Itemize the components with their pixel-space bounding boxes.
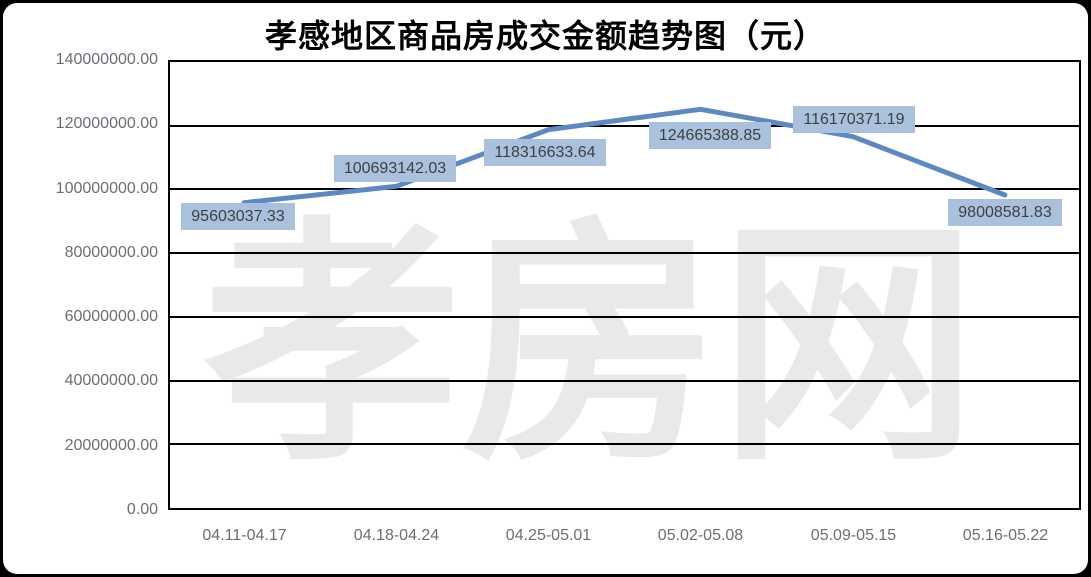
y-axis-tick-label: 20000000.00 xyxy=(64,437,158,454)
gridline xyxy=(170,315,1079,318)
chart-canvas: 孝感地区商品房成交金额趋势图（元） 孝房网 140000000.00 12000… xyxy=(3,3,1088,574)
chart-title: 孝感地区商品房成交金额趋势图（元） xyxy=(264,18,826,54)
y-axis-tick-label: 100000000.00 xyxy=(55,180,158,197)
data-label: 124665388.85 xyxy=(649,122,771,149)
y-axis-tick-label: 60000000.00 xyxy=(64,308,158,325)
trend-line xyxy=(241,106,1008,206)
y-axis-tick-label: 0.00 xyxy=(126,501,158,518)
x-axis-tick-label: 05.09-05.15 xyxy=(810,527,897,544)
gridline xyxy=(170,443,1079,446)
y-axis-tick-label: 120000000.00 xyxy=(55,115,158,132)
y-axis-tick-label: 80000000.00 xyxy=(64,244,158,261)
y-axis-tick-label: 40000000.00 xyxy=(64,372,158,389)
gridline xyxy=(170,188,1079,191)
watermark: 孝房网 xyxy=(203,201,977,490)
gridline xyxy=(170,252,1079,255)
x-axis-tick-label: 05.02-05.08 xyxy=(657,527,744,544)
x-axis-tick-label: 04.18-04.24 xyxy=(353,527,440,544)
gridline xyxy=(170,379,1079,382)
data-label: 116170371.19 xyxy=(793,106,915,133)
x-axis-tick-label: 04.11-04.17 xyxy=(202,527,287,544)
data-label: 95603037.33 xyxy=(181,203,295,230)
gridline xyxy=(170,124,1079,127)
plot-area xyxy=(168,60,1081,510)
data-label: 98008581.83 xyxy=(948,199,1062,226)
data-label: 100693142.03 xyxy=(334,155,456,182)
x-axis-tick-label: 05.16-05.22 xyxy=(962,527,1049,544)
y-axis-tick-label: 140000000.00 xyxy=(55,51,158,68)
x-axis-tick-label: 04.25-05.01 xyxy=(505,527,592,544)
data-label: 118316633.64 xyxy=(484,139,606,166)
trend-line-svg xyxy=(241,106,1008,206)
